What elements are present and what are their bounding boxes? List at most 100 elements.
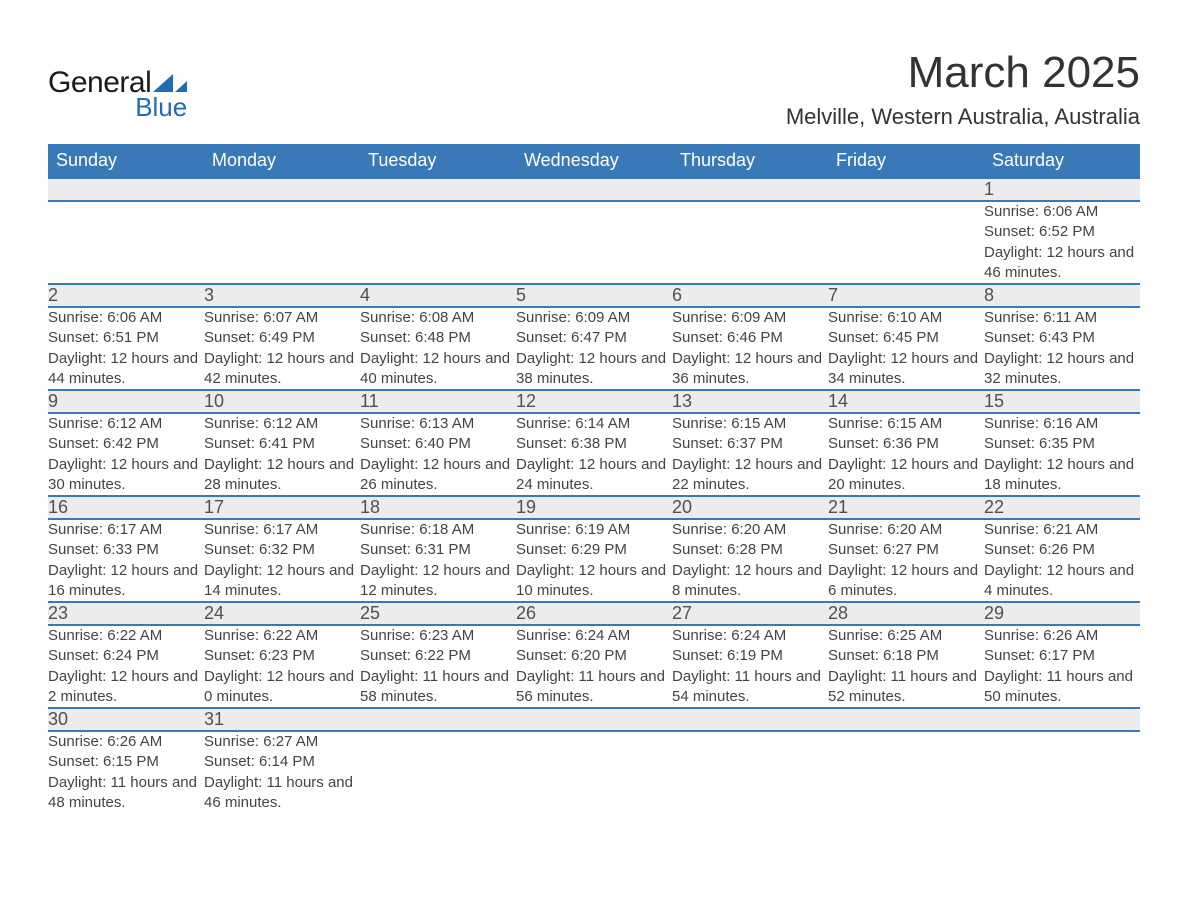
day-number-cell: 4 (360, 284, 516, 307)
daylight-text: Daylight: 12 hours and 22 minutes. (672, 455, 828, 496)
sunset-text: Sunset: 6:47 PM (516, 328, 672, 348)
daylight-text: Daylight: 12 hours and 12 minutes. (360, 561, 516, 602)
day-header: Tuesday (360, 144, 516, 178)
sunset-text: Sunset: 6:48 PM (360, 328, 516, 348)
daylight-text: Daylight: 12 hours and 16 minutes. (48, 561, 204, 602)
sunset-text: Sunset: 6:15 PM (48, 752, 204, 772)
sunset-text: Sunset: 6:24 PM (48, 646, 204, 666)
day-number-cell: 21 (828, 496, 984, 519)
day-detail-cell: Sunrise: 6:15 AMSunset: 6:37 PMDaylight:… (672, 413, 828, 496)
sunrise-text: Sunrise: 6:15 AM (828, 414, 984, 434)
sunrise-text: Sunrise: 6:15 AM (672, 414, 828, 434)
sunset-text: Sunset: 6:23 PM (204, 646, 360, 666)
sunrise-text: Sunrise: 6:09 AM (516, 308, 672, 328)
sunset-text: Sunset: 6:43 PM (984, 328, 1140, 348)
day-number-cell (672, 178, 828, 201)
daylight-text: Daylight: 11 hours and 58 minutes. (360, 667, 516, 708)
day-detail-cell: Sunrise: 6:09 AMSunset: 6:47 PMDaylight:… (516, 307, 672, 390)
calendar-daynum-row: 3031 (48, 708, 1140, 731)
day-detail-cell: Sunrise: 6:12 AMSunset: 6:41 PMDaylight:… (204, 413, 360, 496)
sunset-text: Sunset: 6:26 PM (984, 540, 1140, 560)
day-number-cell: 29 (984, 602, 1140, 625)
daylight-text: Daylight: 11 hours and 46 minutes. (204, 773, 360, 814)
day-detail-cell: Sunrise: 6:26 AMSunset: 6:15 PMDaylight:… (48, 731, 204, 813)
day-number-cell (204, 178, 360, 201)
sunrise-text: Sunrise: 6:26 AM (984, 626, 1140, 646)
day-detail-cell: Sunrise: 6:19 AMSunset: 6:29 PMDaylight:… (516, 519, 672, 602)
day-detail-cell: Sunrise: 6:20 AMSunset: 6:27 PMDaylight:… (828, 519, 984, 602)
daylight-text: Daylight: 11 hours and 50 minutes. (984, 667, 1140, 708)
day-number-cell: 23 (48, 602, 204, 625)
sunset-text: Sunset: 6:51 PM (48, 328, 204, 348)
sunset-text: Sunset: 6:28 PM (672, 540, 828, 560)
daylight-text: Daylight: 12 hours and 36 minutes. (672, 349, 828, 390)
day-number-cell: 30 (48, 708, 204, 731)
calendar-detail-row: Sunrise: 6:22 AMSunset: 6:24 PM Daylight:… (48, 625, 1140, 708)
sunrise-text: Sunrise: 6:23 AM (360, 626, 516, 646)
sunset-text: Sunset: 6:35 PM (984, 434, 1140, 454)
day-number-cell (516, 708, 672, 731)
sunrise-text: Sunrise: 6:13 AM (360, 414, 516, 434)
sunrise-text: Sunrise: 6:26 AM (48, 732, 204, 752)
daylight-text: Daylight: 12 hours and 30 minutes. (48, 455, 204, 496)
sunset-text: Sunset: 6:17 PM (984, 646, 1140, 666)
day-number-cell: 1 (984, 178, 1140, 201)
location-subtitle: Melville, Western Australia, Australia (786, 104, 1140, 130)
day-number-cell: 3 (204, 284, 360, 307)
day-header: Wednesday (516, 144, 672, 178)
day-number-cell: 11 (360, 390, 516, 413)
daylight-text: Daylight: 12 hours and 34 minutes. (828, 349, 984, 390)
daylight-text: Daylight: 12 hours and 24 minutes. (516, 455, 672, 496)
sunrise-text: Sunrise: 6:17 AM (204, 520, 360, 540)
daylight-text: Daylight: 12 hours and 10 minutes. (516, 561, 672, 602)
sunrise-text: Sunrise: 6:09 AM (672, 308, 828, 328)
sunrise-text: Sunrise: 6:18 AM (360, 520, 516, 540)
calendar-daynum-row: 1 (48, 178, 1140, 201)
day-number-cell: 6 (672, 284, 828, 307)
daylight-text: Daylight: 12 hours and 20 minutes. (828, 455, 984, 496)
day-number-cell: 7 (828, 284, 984, 307)
daylight-text: Daylight: 12 hours and 42 minutes. (204, 349, 360, 390)
sunset-text: Sunset: 6:41 PM (204, 434, 360, 454)
day-detail-cell (48, 201, 204, 284)
day-number-cell: 27 (672, 602, 828, 625)
day-detail-cell (984, 731, 1140, 813)
day-detail-cell: Sunrise: 6:24 AMSunset: 6:20 PMDaylight:… (516, 625, 672, 708)
day-detail-cell: Sunrise: 6:06 AMSunset: 6:52 PMDaylight:… (984, 201, 1140, 284)
sunset-text: Sunset: 6:29 PM (516, 540, 672, 560)
calendar-daynum-row: 16171819202122 (48, 496, 1140, 519)
day-number-cell: 17 (204, 496, 360, 519)
sunrise-text: Sunrise: 6:11 AM (984, 308, 1140, 328)
calendar-daynum-row: 23242526272829 (48, 602, 1140, 625)
day-header: Thursday (672, 144, 828, 178)
day-number-cell (516, 178, 672, 201)
day-number-cell: 24 (204, 602, 360, 625)
day-detail-cell: Sunrise: 6:25 AMSunset: 6:18 PMDaylight:… (828, 625, 984, 708)
day-detail-cell: Sunrise: 6:16 AMSunset: 6:35 PMDaylight:… (984, 413, 1140, 496)
day-detail-cell (672, 201, 828, 284)
day-number-cell: 13 (672, 390, 828, 413)
day-detail-cell: Sunrise: 6:24 AMSunset: 6:19 PMDaylight:… (672, 625, 828, 708)
sunrise-text: Sunrise: 6:22 AM (48, 626, 204, 646)
sunrise-text: Sunrise: 6:25 AM (828, 626, 984, 646)
day-number-cell: 18 (360, 496, 516, 519)
daylight-text: Daylight: 11 hours and 52 minutes. (828, 667, 984, 708)
day-number-cell: 28 (828, 602, 984, 625)
day-number-cell (828, 708, 984, 731)
sunset-text: Sunset: 6:32 PM (204, 540, 360, 560)
day-number-cell (672, 708, 828, 731)
day-detail-cell: Sunrise: 6:13 AMSunset: 6:40 PMDaylight:… (360, 413, 516, 496)
sunrise-text: Sunrise: 6:10 AM (828, 308, 984, 328)
day-detail-cell: Sunrise: 6:11 AMSunset: 6:43 PMDaylight:… (984, 307, 1140, 390)
day-detail-cell: Sunrise: 6:18 AMSunset: 6:31 PMDaylight:… (360, 519, 516, 602)
daylight-text: Daylight: 12 hours and 32 minutes. (984, 349, 1140, 390)
day-detail-cell (516, 201, 672, 284)
day-number-cell: 31 (204, 708, 360, 731)
day-detail-cell: Sunrise: 6:10 AMSunset: 6:45 PMDaylight:… (828, 307, 984, 390)
day-detail-cell: Sunrise: 6:22 AMSunset: 6:24 PMDaylight:… (48, 625, 204, 708)
sunset-text: Sunset: 6:19 PM (672, 646, 828, 666)
calendar-daynum-row: 2345678 (48, 284, 1140, 307)
day-number-cell: 10 (204, 390, 360, 413)
day-detail-cell (828, 201, 984, 284)
day-number-cell (360, 178, 516, 201)
